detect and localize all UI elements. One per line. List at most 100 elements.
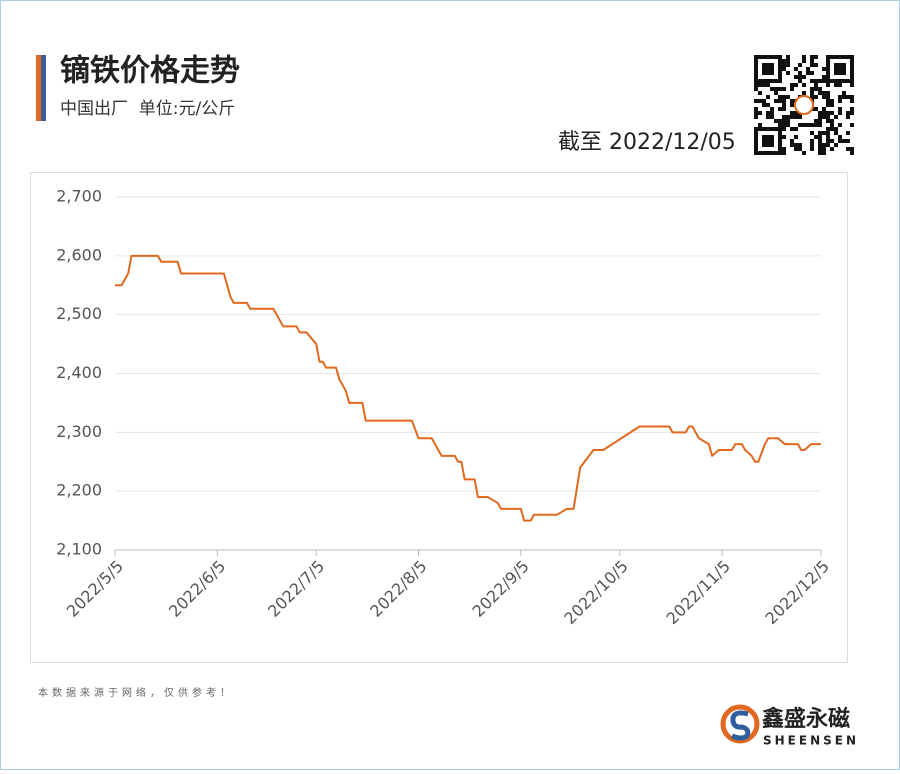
qr-cell	[834, 115, 838, 119]
qr-cell	[846, 131, 850, 135]
qr-cell	[826, 83, 830, 87]
qr-cell	[782, 99, 786, 103]
qr-cell	[850, 151, 854, 155]
qr-cell	[826, 67, 830, 71]
qr-cell	[850, 63, 854, 67]
qr-cell	[830, 111, 834, 115]
qr-cell	[782, 95, 786, 99]
qr-cell	[758, 55, 762, 59]
qr-cell	[766, 67, 770, 71]
qr-cell	[778, 75, 782, 79]
qr-cell	[822, 147, 826, 151]
qr-cell	[826, 115, 830, 119]
qr-cell	[766, 111, 770, 115]
plot-panel	[30, 172, 848, 663]
qr-cell	[830, 79, 834, 83]
qr-cell	[842, 79, 846, 83]
qr-cell	[798, 115, 802, 119]
qr-cell	[802, 59, 806, 63]
qr-cell	[782, 59, 786, 63]
qr-cell	[810, 143, 814, 147]
qr-cell	[814, 95, 818, 99]
qr-cell	[770, 71, 774, 75]
qr-cell	[822, 79, 826, 83]
qr-cell	[838, 135, 842, 139]
qr-cell	[778, 143, 782, 147]
qr-cell	[770, 151, 774, 155]
qr-cell	[850, 99, 854, 103]
y-tick-label: 2,300	[56, 422, 102, 441]
qr-cell	[818, 91, 822, 95]
qr-cell	[754, 151, 758, 155]
qr-cell	[838, 95, 842, 99]
logo-ring	[720, 704, 760, 744]
qr-cell	[798, 147, 802, 151]
qr-cell	[758, 127, 762, 131]
qr-cell	[786, 123, 790, 127]
qr-cell	[770, 67, 774, 71]
qr-cell	[794, 75, 798, 79]
brand-logo	[720, 704, 760, 744]
qr-cell	[770, 135, 774, 139]
qr-cell	[798, 79, 802, 83]
qr-cell	[754, 115, 758, 119]
qr-cell	[806, 67, 810, 71]
qr-cell	[826, 59, 830, 63]
qr-cell	[838, 83, 842, 87]
qr-cell	[822, 67, 826, 71]
qr-cell	[770, 107, 774, 111]
qr-cell	[806, 71, 810, 75]
qr-cell	[786, 95, 790, 99]
qr-cell	[766, 151, 770, 155]
qr-cell	[810, 123, 814, 127]
qr-cell	[762, 135, 766, 139]
qr-cell	[850, 107, 854, 111]
qr-cell	[754, 55, 758, 59]
qr-cell	[810, 139, 814, 143]
qr-cell	[786, 119, 790, 123]
qr-cell	[794, 135, 798, 139]
qr-cell	[778, 107, 782, 111]
qr-cell	[770, 111, 774, 115]
qr-cell	[846, 139, 850, 143]
qr-cell	[822, 131, 826, 135]
qr-cell	[846, 95, 850, 99]
qr-cell	[826, 55, 830, 59]
qr-cell	[754, 135, 758, 139]
qr-cell	[810, 55, 814, 59]
qr-cell	[774, 119, 778, 123]
qr-cell	[790, 99, 794, 103]
qr-cell	[830, 55, 834, 59]
qr-cell	[798, 123, 802, 127]
qr-cell	[838, 71, 842, 75]
chart-title: 镝铁价格走势	[60, 54, 240, 89]
qr-cell	[766, 127, 770, 131]
qr-cell	[806, 123, 810, 127]
qr-cell	[766, 79, 770, 83]
qr-cell	[802, 83, 806, 87]
qr-cell	[814, 119, 818, 123]
qr-cell	[810, 71, 814, 75]
qr-cell	[798, 71, 802, 75]
qr-cell	[778, 119, 782, 123]
qr-cell	[830, 99, 834, 103]
qr-cell	[754, 59, 758, 63]
qr-cell	[814, 55, 818, 59]
qr-cell	[794, 147, 798, 151]
qr-cell	[834, 67, 838, 71]
qr-cell	[830, 127, 834, 131]
qr-cell	[810, 91, 814, 95]
qr-cell	[762, 139, 766, 143]
qr-cell	[790, 87, 794, 91]
qr-cell	[834, 127, 838, 131]
qr-cell	[786, 71, 790, 75]
qr-cell	[754, 139, 758, 143]
qr-cell	[762, 83, 766, 87]
qr-cell	[846, 79, 850, 83]
qr-cell	[850, 79, 854, 83]
qr-cell	[842, 63, 846, 67]
qr-cell	[834, 79, 838, 83]
qr-cell	[766, 55, 770, 59]
qr-cell	[842, 55, 846, 59]
qr-cell	[778, 99, 782, 103]
